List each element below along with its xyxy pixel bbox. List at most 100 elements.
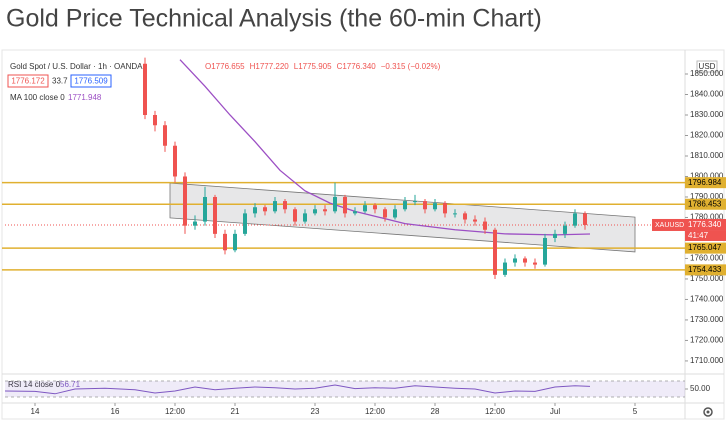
y-tick-label: 1760.000 xyxy=(690,254,724,263)
y-tick-label: 1800.000 xyxy=(690,172,724,181)
y-tick-label: 1830.000 xyxy=(690,110,724,119)
candle-body xyxy=(463,213,467,220)
candle-body xyxy=(243,213,247,234)
y-tick-label: 1740.000 xyxy=(690,295,724,304)
bid-box xyxy=(7,74,49,88)
y-tick-label: 1710.000 xyxy=(690,356,724,365)
y-tick-label: 1790.000 xyxy=(690,192,724,201)
level-label: 1796.984 xyxy=(688,178,722,187)
ohlc-legend: H1777.220 xyxy=(250,62,290,71)
price-tag xyxy=(652,218,726,231)
y-tick-label: 1820.000 xyxy=(690,131,724,140)
settings-icon[interactable] xyxy=(703,407,713,417)
x-tick-label: 21 xyxy=(231,407,240,416)
candle-body xyxy=(143,63,147,115)
ma-label: MA 100 close 0 xyxy=(10,93,65,102)
candle-body xyxy=(233,233,237,251)
candle-body xyxy=(413,201,417,203)
candle-body xyxy=(433,203,437,210)
chart-panel xyxy=(1,49,725,420)
candle-body xyxy=(483,221,487,230)
candle-body xyxy=(403,201,407,210)
bid: 1776.172 xyxy=(11,77,45,86)
x-tick-label: 12:00 xyxy=(365,407,386,416)
candle-body xyxy=(283,201,287,210)
candle-body xyxy=(343,196,347,214)
rsi-tick-label: 50.00 xyxy=(690,384,711,393)
candle-body xyxy=(563,225,567,234)
candle-body xyxy=(223,233,227,251)
candle-body xyxy=(313,209,317,214)
y-tick-label: 1780.000 xyxy=(690,213,724,222)
x-tick-label: 14 xyxy=(31,407,40,416)
candle-body xyxy=(263,207,267,212)
x-tick-label: 12:00 xyxy=(485,407,506,416)
page-title: Gold Price Technical Analysis (the 60-mi… xyxy=(6,5,542,33)
ohlc-legend: O1776.655 xyxy=(205,62,245,71)
candle-body xyxy=(253,207,257,214)
candle-body xyxy=(473,219,477,222)
x-tick-label: Jul xyxy=(550,407,560,416)
ohlc-legend: −0.315 (−0.02%) xyxy=(381,62,441,71)
x-tick-label: 28 xyxy=(431,407,440,416)
x-tick-label: 5 xyxy=(633,407,638,416)
level-label: 1765.047 xyxy=(688,243,722,252)
rsi-value: 56.71 xyxy=(60,380,81,389)
y-tick-label: 1850.000 xyxy=(690,69,724,78)
candle-body xyxy=(173,145,177,177)
candle-body xyxy=(363,205,367,212)
x-tick-label: 16 xyxy=(111,407,120,416)
level-tag xyxy=(685,264,726,276)
rsi-line xyxy=(4,384,591,395)
candle-body xyxy=(493,229,497,275)
x-tick-label: 23 xyxy=(311,407,320,416)
y-tick-label: 1720.000 xyxy=(690,336,724,345)
candle-body xyxy=(323,209,327,212)
candle-body xyxy=(213,196,217,234)
currency-box xyxy=(696,60,718,73)
candle-body xyxy=(513,258,517,263)
candle-body xyxy=(533,262,537,265)
y-tick-label: 1750.000 xyxy=(690,274,724,283)
countdown-tag xyxy=(685,230,726,241)
candle-body xyxy=(453,213,457,215)
ma-value: 1771.948 xyxy=(68,93,102,102)
candle-body xyxy=(383,209,387,218)
level-label: 1786.453 xyxy=(688,199,722,208)
gear-hub[interactable] xyxy=(706,410,710,414)
candle-body xyxy=(573,213,577,226)
gear[interactable] xyxy=(703,407,713,417)
symbol-label: Gold Spot / U.S. Dollar · 1h · OANDA xyxy=(10,62,143,71)
ask-box xyxy=(70,74,112,88)
candle-body xyxy=(203,196,207,222)
candle-body xyxy=(373,205,377,210)
candle-body xyxy=(503,262,507,275)
candle-body xyxy=(393,209,397,218)
y-tick-label: 1840.000 xyxy=(690,90,724,99)
level-tag xyxy=(685,242,726,254)
candle-body xyxy=(423,201,427,210)
candle-body xyxy=(153,114,157,126)
y-tick-label: 1810.000 xyxy=(690,151,724,160)
candle-body xyxy=(303,213,307,222)
candle-body xyxy=(193,221,197,226)
currency: USD xyxy=(699,62,716,71)
symbol-tag: XAUUSD xyxy=(655,222,684,229)
spread: 33.7 xyxy=(52,77,68,86)
x-tick-label: 12:00 xyxy=(165,407,186,416)
candle-body xyxy=(163,125,167,146)
candle-body xyxy=(293,209,297,222)
candle-body xyxy=(353,211,357,214)
candle-body xyxy=(443,203,447,214)
level-tag xyxy=(685,198,726,210)
candle-body xyxy=(553,233,557,238)
level-tag xyxy=(685,177,726,189)
countdown: 41:47 xyxy=(688,231,709,240)
level-label: 1754.433 xyxy=(688,265,722,274)
candle-body xyxy=(523,258,527,263)
ohlc-legend: C1776.340 xyxy=(337,62,377,71)
rsi-label: RSI 14 close 0 xyxy=(8,380,61,389)
ask: 1776.509 xyxy=(74,77,108,86)
candle-body xyxy=(183,176,187,226)
